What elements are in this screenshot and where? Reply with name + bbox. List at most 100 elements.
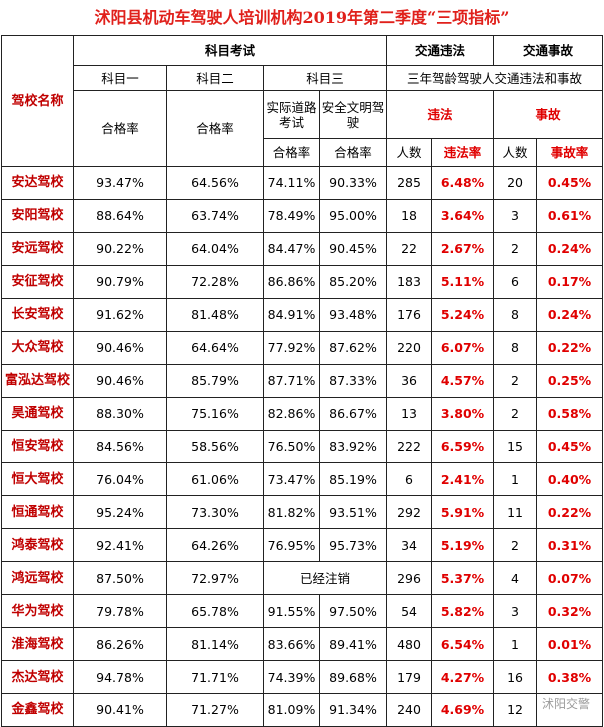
cell: 90.46% [73, 330, 167, 365]
cell: 86.67% [318, 396, 388, 431]
cell: 65.78% [166, 594, 264, 629]
cell: 0.22% [536, 330, 604, 365]
cell: 90.79% [73, 264, 167, 299]
row: 安远驾校 90.22% 64.04% 84.47% 90.45% 22 2.67% 2 0.24… [1, 231, 604, 266]
cell: 6.54% [431, 627, 495, 662]
row: 金鑫驾校 90.41% 71.27% 81.09% 91.34% 240 4.69% 12 [1, 693, 604, 727]
header-cell: 交通事故 [493, 35, 604, 66]
cell: 480 [386, 627, 433, 662]
cell: 3.80% [431, 396, 495, 431]
cell: 11 [493, 495, 538, 530]
cell: 0.25% [536, 363, 604, 398]
row: 鸿远驾校 87.50% 72.97% 已经注销 296 5.37% 4 0.07% [1, 561, 604, 596]
school-name: 鸿泰驾校 [1, 528, 74, 563]
cell: 90.22% [73, 231, 167, 266]
cell: 87.33% [318, 363, 388, 398]
school-name: 金鑫驾校 [1, 693, 74, 727]
cell: 4.57% [431, 363, 495, 398]
cell: 179 [386, 660, 433, 694]
cell: 71.71% [166, 660, 264, 694]
cell: 285 [386, 166, 433, 200]
row: 长安驾校 91.62% 81.48% 84.91% 93.48% 176 5.24% 8 0.2… [1, 297, 604, 332]
cell: 292 [386, 495, 433, 530]
cell: 4 [493, 561, 538, 596]
cell: 74.39% [263, 660, 320, 694]
cell: 64.56% [166, 166, 264, 200]
row: 华为驾校 79.78% 65.78% 91.55% 97.50% 54 5.82% 3 0.32… [1, 594, 604, 629]
cell: 0.24% [536, 231, 604, 266]
cell: 76.50% [263, 429, 320, 464]
table: 驾校名称 科目考试 交通违法 交通事故 科目一 科目二 科目三 三年驾龄驾驶人交… [1, 35, 604, 727]
cell: 90.45% [318, 231, 388, 266]
row: 鸿泰驾校 92.41% 64.26% 76.95% 95.73% 34 5.19% 2 0.31… [1, 528, 604, 563]
cell: 296 [386, 561, 433, 596]
cell: 22 [386, 231, 433, 266]
cell: 5.91% [431, 495, 495, 530]
row: 安征驾校 90.79% 72.28% 86.86% 85.20% 183 5.11% 6 0.1… [1, 264, 604, 299]
cell: 84.91% [263, 297, 320, 332]
cell: 83.66% [263, 627, 320, 662]
cell: 64.26% [166, 528, 264, 563]
school-name: 恒大驾校 [1, 462, 74, 497]
cell: 87.62% [318, 330, 388, 365]
cell: 已经注销 [262, 561, 388, 596]
cell: 83.92% [318, 429, 388, 464]
cell: 12 [493, 693, 538, 727]
cell: 2 [493, 528, 538, 563]
header-cell: 合格率 [263, 138, 320, 167]
cell: 58.56% [166, 429, 264, 464]
header-cell: 合格率 [166, 90, 264, 167]
school-name: 昊通驾校 [1, 396, 74, 431]
row: 恒通驾校 95.24% 73.30% 81.82% 93.51% 292 5.91% 11 0.… [1, 495, 604, 530]
watermark: 沭阳交警 [541, 697, 590, 711]
cell: 3 [493, 594, 538, 629]
school-name: 安阳驾校 [1, 198, 74, 233]
header-cell: 科目考试 [72, 35, 388, 66]
cell: 77.92% [263, 330, 320, 365]
cell: 15 [493, 429, 538, 464]
header-cell: 人数 [493, 138, 538, 167]
cell: 0.17% [536, 264, 604, 299]
cell: 16 [493, 660, 538, 694]
cell: 34 [386, 528, 433, 563]
cell: 88.30% [73, 396, 167, 431]
cell: 86.26% [73, 627, 167, 662]
row: 安达驾校 93.47% 64.56% 74.11% 90.33% 285 6.48% 20 0.… [1, 166, 604, 200]
cell: 91.62% [73, 297, 167, 332]
cell: 93.51% [318, 495, 388, 530]
cell: 6.48% [431, 166, 495, 200]
cell: 95.24% [73, 495, 167, 530]
cell: 0.40% [536, 462, 604, 497]
cell: 6 [493, 264, 538, 299]
cell: 82.86% [263, 396, 320, 431]
school-name: 恒安驾校 [1, 429, 74, 464]
header-cell: 事故 [493, 90, 604, 139]
cell: 72.28% [166, 264, 264, 299]
school-name: 富泓达驾校 [1, 363, 74, 398]
school-name: 长安驾校 [1, 297, 74, 332]
cell: 87.71% [263, 363, 320, 398]
cell: 5.24% [431, 297, 495, 332]
cell: 87.50% [73, 561, 167, 596]
header-cell: 科目一 [73, 65, 167, 91]
school-name: 华为驾校 [1, 594, 74, 629]
cell: 86.86% [263, 264, 320, 299]
cell: 8 [493, 297, 538, 332]
cell: 94.78% [73, 660, 167, 694]
cell: 91.34% [318, 693, 388, 727]
cell: 75.16% [166, 396, 264, 431]
cell: 85.20% [318, 264, 388, 299]
title: 沭阳县机动车驾驶人培训机构2019年第二季度“三项指标” [94, 8, 510, 27]
cell: 183 [386, 264, 433, 299]
cell: 89.41% [318, 627, 388, 662]
cell: 0.61% [536, 198, 604, 233]
cell: 18 [386, 198, 433, 233]
school-name: 安达驾校 [1, 166, 74, 200]
cell: 61.06% [166, 462, 264, 497]
header-cell: 合格率 [73, 90, 167, 167]
cell: 74.11% [263, 166, 320, 200]
cell: 76.95% [263, 528, 320, 563]
row: 恒安驾校 84.56% 58.56% 76.50% 83.92% 222 6.59% 15 0.… [1, 429, 604, 464]
cell: 1 [493, 627, 538, 662]
header-cell: 违法率 [431, 138, 495, 167]
